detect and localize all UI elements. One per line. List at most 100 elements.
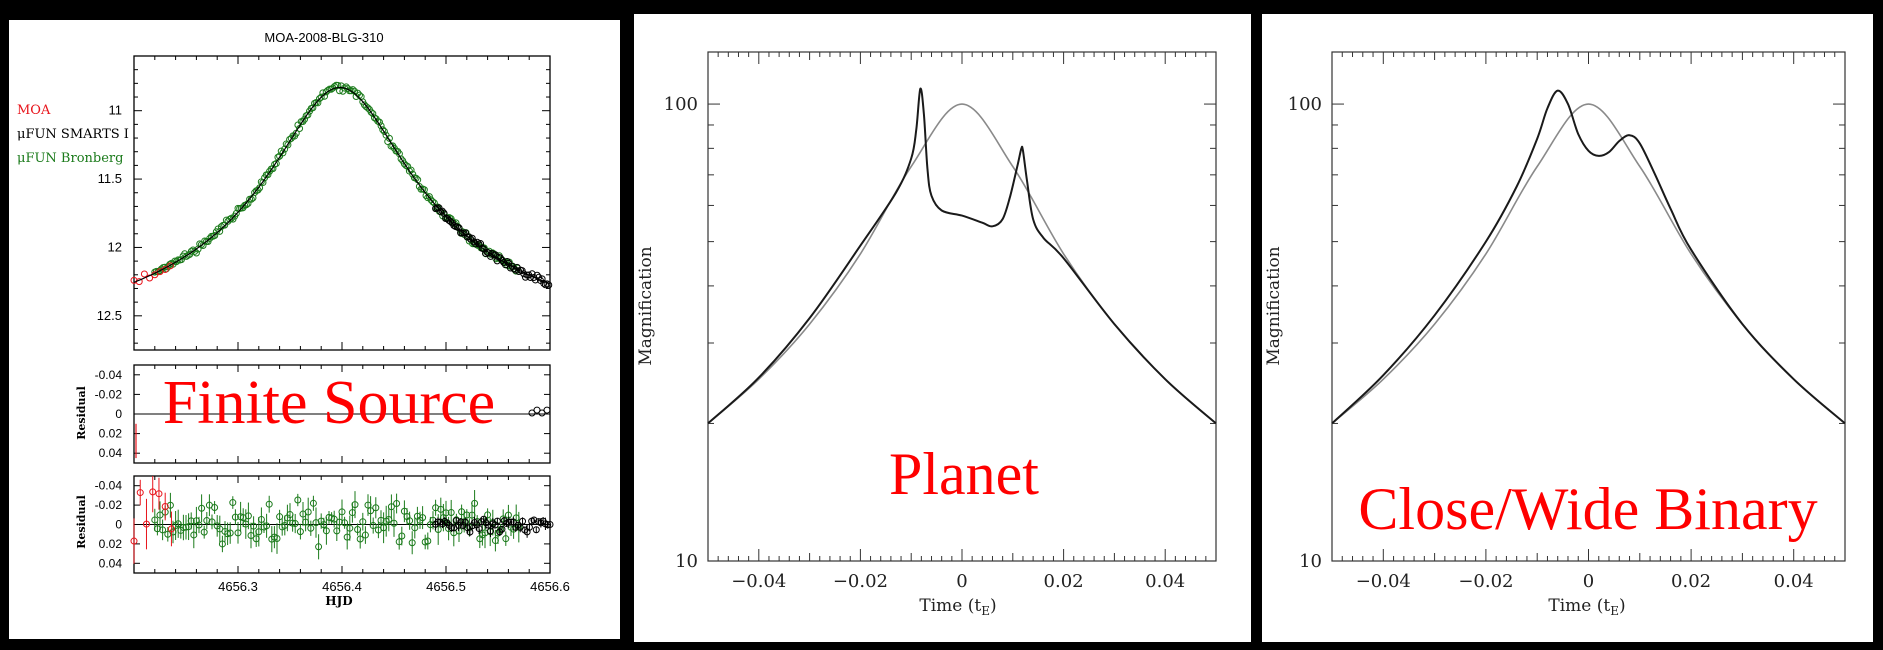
bronberg-point [259,179,267,187]
bronberg-residual [307,524,315,532]
residual-tick-label: 0 [115,407,122,421]
bronberg-point [254,186,262,194]
bronberg-point [211,232,219,240]
smarts-residual [519,517,527,525]
bronberg-residual [226,529,234,537]
bronberg-point [301,115,309,123]
x-tick-label: 0 [956,571,967,592]
bronberg-residual [263,522,271,530]
y-tick-label: 10 [675,551,698,572]
moa-residual [142,520,150,528]
bronberg-residual [309,499,317,507]
bronberg-residual [198,504,206,512]
moa-residual [161,503,169,511]
bronberg-residual [351,501,359,509]
bronberg-point [269,165,277,173]
bronberg-point [232,209,240,217]
bronberg-point [429,198,437,206]
bronberg-residual [419,514,427,522]
overlay-planet: Planet [889,441,1039,507]
x-tick-label: −0.04 [731,571,786,592]
smarts-point [543,406,551,414]
smarts-point [538,275,546,283]
y-axis-label: Magnification [636,246,656,365]
x-tick-label: 4656.6 [530,579,570,594]
y-tick-label: 11.5 [98,171,122,186]
x-tick-label: 4656.5 [426,579,466,594]
x-tick-label: 0.02 [1044,571,1084,592]
smarts-residual [461,518,469,526]
bronberg-point [380,128,388,136]
y-tick-label: 100 [664,94,698,115]
moa-residual [155,490,163,498]
bronberg-point [379,126,387,134]
bronberg-residual [195,521,203,529]
bronberg-residual [463,511,471,519]
residual-tick-label: 0.02 [99,427,123,441]
smarts-residual [544,521,552,529]
bronberg-residual [372,504,380,512]
bronberg-residual [359,518,367,526]
smarts-residual [436,518,444,526]
smarts-point [472,240,480,248]
x-tick-label: 0 [1583,571,1594,592]
bronberg-point [347,87,355,95]
smarts-point [498,257,506,265]
x-axis-label: HJD [325,594,352,608]
bronberg-residual [361,531,369,539]
bronberg-point [402,161,410,169]
bronberg-residual [393,500,401,508]
bronberg-residual [151,516,159,524]
bronberg-point [397,155,405,163]
planetary-curve [707,87,1217,425]
bronberg-residual [190,531,198,539]
smarts-residual [514,521,522,529]
x-tick-label: −0.02 [1458,571,1513,592]
bronberg-residual [200,528,208,536]
bronberg-residual [369,522,377,530]
bronberg-point [377,122,385,130]
legend-smarts: μFUN SMARTS I [17,127,129,142]
bronberg-point [364,104,372,112]
smarts-residual [482,519,490,527]
smarts-residual [525,523,533,531]
smarts-residual [484,521,492,529]
y-tick-label: 100 [1288,94,1322,115]
smarts-residual [546,520,554,528]
bronberg-residual [367,507,375,515]
bronberg-residual [286,511,294,519]
bronberg-point [299,118,307,126]
moa-point [140,270,148,278]
bronberg-residual [385,515,393,523]
bronberg-point [314,99,322,107]
bronberg-residual [346,524,354,532]
smarts-residual [480,515,488,523]
smarts-point [533,406,541,414]
overlay-finite-source: Finite Source [163,369,495,437]
bronberg-point [242,201,250,209]
legend-bronberg: μFUN Bronberg [17,151,123,166]
bronberg-residual [406,517,414,525]
binary-chart: −0.04 −0.02 0 0.02 0.04 10 100 Magnification T… [1264,51,1846,618]
bronberg-residual [502,535,510,543]
bronberg-residual [276,513,284,521]
smarts-residual [466,528,474,536]
moa-residual [130,537,138,545]
bronberg-point [425,193,433,201]
bronberg-residual [265,500,273,508]
y-tick-label: 10 [1299,551,1322,572]
planet-panel: −0.04 −0.02 0 0.02 0.04 10 100 Magnification T… [634,14,1251,642]
bronberg-point [272,160,280,168]
smarts-residual [491,521,499,529]
bronberg-point [352,93,360,101]
bronberg-point [226,215,234,223]
bronberg-residual [322,527,330,535]
bronberg-residual [296,528,304,536]
smarts-residual [512,523,520,531]
chart-title: MOA-2008-BLG-310 [264,30,383,45]
smarts-point [538,409,546,417]
bronberg-residual [304,508,312,516]
moa-point [130,276,138,284]
x-tick-label: 4656.3 [218,579,258,594]
bronberg-residual [330,515,338,523]
